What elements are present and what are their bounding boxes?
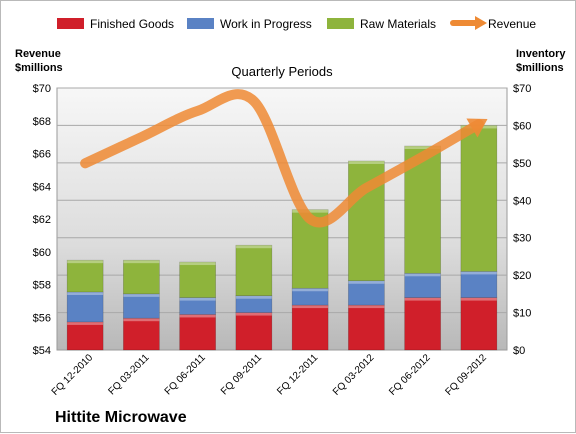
bar-segment — [348, 304, 385, 351]
bar-segment-highlight — [123, 260, 160, 264]
left-axis-title-line-1: Revenue — [15, 48, 61, 60]
bar-segment-highlight — [404, 146, 441, 150]
bar-segment — [123, 293, 160, 319]
legend-label-raw-materials: Raw Materials — [360, 17, 436, 31]
bar-segment-highlight — [67, 321, 104, 325]
bar-segment-highlight — [235, 312, 272, 316]
bar-segment-highlight — [123, 318, 160, 322]
right-tick-label: $20 — [513, 270, 531, 282]
bar-segment-highlight — [179, 314, 216, 318]
bar-segment-highlight — [235, 245, 272, 249]
stacked-bars — [66, 125, 498, 351]
bar-segment — [348, 280, 385, 306]
bar-segment — [66, 259, 104, 293]
bar-segment-highlight — [460, 297, 497, 301]
bar-segment — [123, 317, 160, 351]
legend-swatch-raw-materials — [327, 18, 354, 29]
left-tick-label: $66 — [33, 149, 51, 161]
bar-segment-highlight — [348, 160, 385, 164]
x-tick-label: FQ 12-2010 — [50, 352, 96, 398]
left-tick-label: $56 — [33, 312, 51, 324]
left-axis-ticks: $54 $56 $58 $60 $62 $64 $66 $68 $70 — [33, 83, 51, 357]
left-tick-label: $60 — [33, 247, 51, 259]
left-tick-label: $64 — [33, 181, 51, 193]
legend-arrowhead-revenue — [475, 16, 487, 30]
bar-segment — [179, 314, 216, 351]
right-tick-label: $30 — [513, 233, 531, 245]
bar-segment-highlight — [179, 297, 216, 301]
x-tick-label: FQ 03-2012 — [331, 352, 377, 398]
bar-segment-highlight — [292, 305, 329, 309]
bar-segment — [179, 261, 216, 298]
right-axis-title-line-2: $millions — [516, 62, 564, 74]
bar-segment-highlight — [67, 291, 104, 295]
bar-segment — [66, 321, 104, 351]
right-tick-label: $0 — [513, 345, 525, 357]
left-tick-label: $54 — [33, 345, 51, 357]
x-axis-ticks: FQ 12-2010 FQ 03-2011 FQ 06-2011 FQ 09-2011… — [50, 352, 490, 398]
legend: Finished Goods Work in Progress Raw Mate… — [57, 16, 536, 31]
x-tick-label: FQ 06-2011 — [163, 352, 208, 397]
bar-segment-highlight — [404, 297, 441, 301]
legend-label-finished-goods: Finished Goods — [90, 17, 174, 31]
left-tick-label: $62 — [33, 214, 51, 226]
legend-label-revenue: Revenue — [488, 17, 536, 31]
right-axis-ticks: $0 $10 $20 $30 $40 $50 $60 $70 — [513, 83, 531, 357]
bar-segment-highlight — [67, 260, 104, 264]
legend-swatch-work-in-progress — [187, 18, 214, 29]
bar-segment-highlight — [348, 280, 385, 284]
left-axis-title-line-2: $millions — [15, 62, 63, 74]
bar-segment-highlight — [348, 305, 385, 309]
bar-segment-highlight — [179, 262, 216, 266]
legend-swatch-finished-goods — [57, 18, 84, 29]
x-tick-label: FQ 09-2012 — [443, 352, 489, 398]
bar-segment — [235, 244, 273, 297]
revenue-arrowhead — [466, 118, 488, 138]
left-tick-label: $70 — [33, 83, 51, 95]
bar-segment — [460, 125, 498, 272]
chart-title: Quarterly Periods — [231, 64, 333, 79]
left-tick-label: $68 — [33, 116, 51, 128]
bar-segment-highlight — [460, 271, 497, 275]
right-tick-label: $70 — [513, 83, 531, 95]
x-tick-label: FQ 06-2012 — [387, 352, 433, 398]
right-tick-label: $40 — [513, 195, 531, 207]
bar-segment-highlight — [292, 209, 329, 213]
bar-segment — [235, 312, 273, 351]
bar-segment — [460, 297, 498, 351]
bar-segment-highlight — [404, 273, 441, 277]
right-tick-label: $60 — [513, 120, 531, 132]
bar-segment — [291, 304, 329, 351]
x-tick-label: FQ 12-2011 — [275, 352, 320, 397]
right-tick-label: $10 — [513, 308, 531, 320]
bar-segment-highlight — [123, 293, 160, 297]
x-tick-label: FQ 03-2011 — [107, 352, 152, 397]
right-tick-label: $50 — [513, 158, 531, 170]
bar-segment — [123, 259, 160, 295]
left-tick-label: $58 — [33, 280, 51, 292]
bar-segment-highlight — [235, 295, 272, 299]
bar-segment — [460, 271, 498, 298]
legend-label-work-in-progress: Work in Progress — [220, 17, 312, 31]
revenue-line — [80, 89, 484, 228]
right-axis-title-line-1: Inventory — [516, 48, 566, 60]
bar-segment-highlight — [292, 288, 329, 292]
bar-segment — [404, 272, 441, 298]
bar-segment — [179, 297, 216, 315]
x-tick-label: FQ 09-2011 — [219, 352, 264, 397]
bar-segment — [66, 291, 104, 323]
company-name: Hittite Microwave — [55, 409, 187, 426]
bar-segment — [404, 297, 441, 351]
